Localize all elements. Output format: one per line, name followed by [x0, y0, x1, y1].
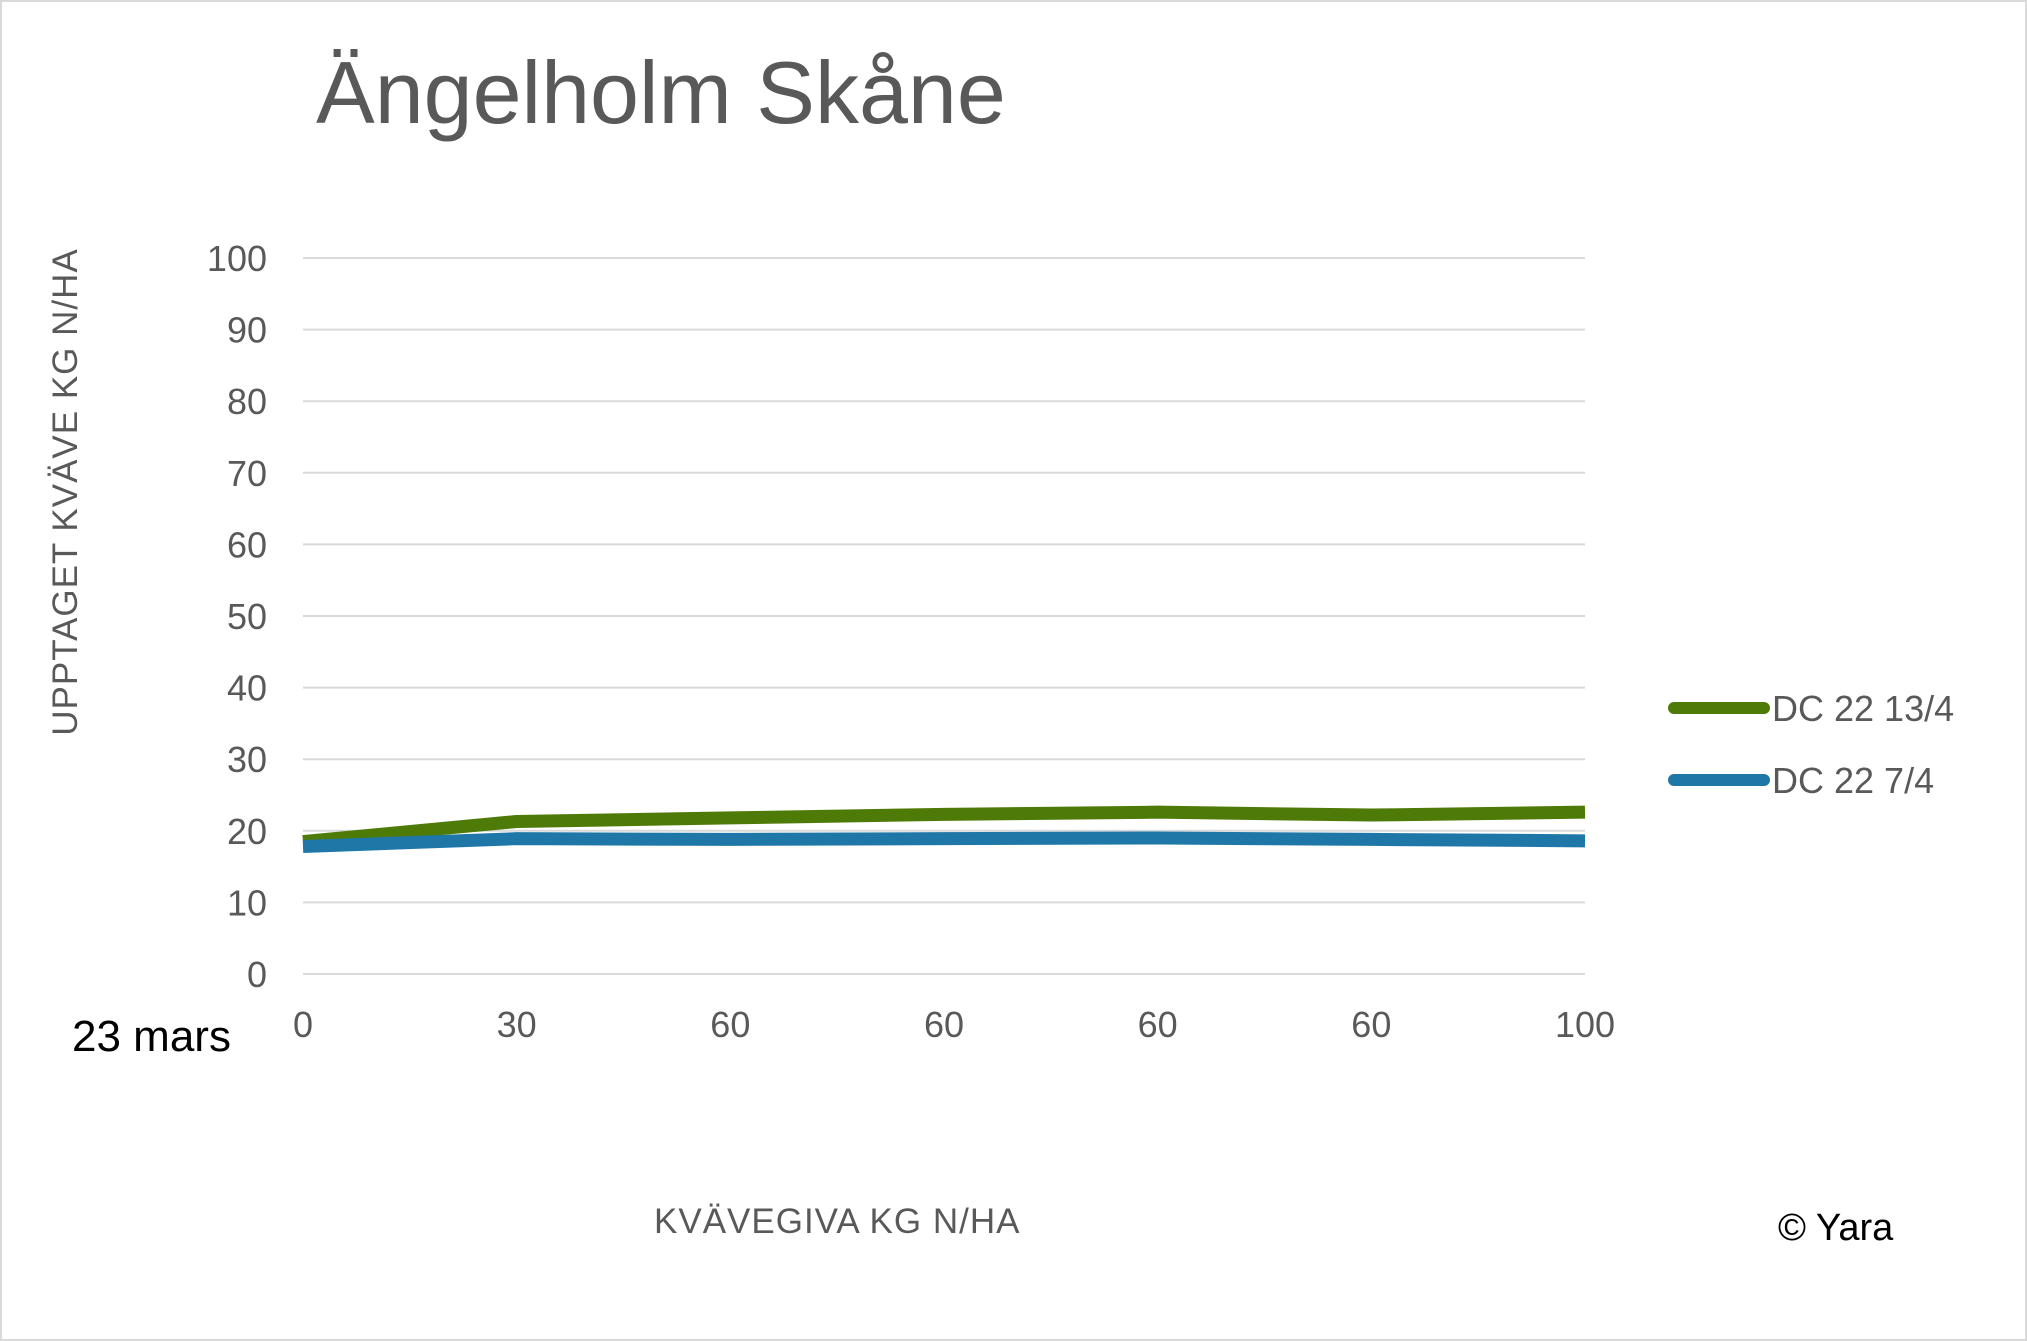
y-tick-label: 100 [207, 238, 267, 279]
x-tick-label: 30 [497, 1004, 537, 1045]
x-tick-label: 100 [1555, 1004, 1615, 1045]
y-tick-label: 20 [227, 811, 267, 852]
y-tick-label: 10 [227, 882, 267, 923]
x-tick-label: 0 [293, 1004, 313, 1045]
x-tick-label: 60 [710, 1004, 750, 1045]
legend-label: DC 22 7/4 [1772, 760, 1934, 801]
chart-title: Ängelholm Skåne [316, 43, 1006, 142]
y-tick-label: 90 [227, 310, 267, 351]
y-tick-label: 50 [227, 596, 267, 637]
x-tick-label: 60 [1351, 1004, 1391, 1045]
y-tick-label: 70 [227, 453, 267, 494]
x-tick-label: 60 [1138, 1004, 1178, 1045]
legend-label: DC 22 13/4 [1772, 688, 1954, 729]
y-tick-label: 0 [247, 954, 267, 995]
y-tick-label: 40 [227, 668, 267, 709]
copyright-text: © Yara [1778, 1207, 1894, 1249]
y-tick-label: 80 [227, 381, 267, 422]
x-axis-label: KVÄVEGIVA KG N/HA [654, 1202, 1021, 1241]
date-annotation: 23 mars [72, 1012, 231, 1061]
series-line [302, 831, 1586, 854]
y-tick-label: 30 [227, 739, 267, 780]
y-tick-label: 60 [227, 524, 267, 565]
x-tick-label: 60 [924, 1004, 964, 1045]
